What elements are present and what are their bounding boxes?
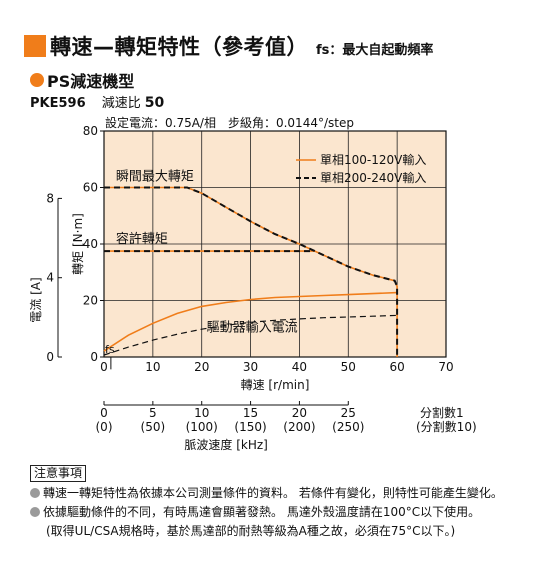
y-axis-label: 轉矩 [N·m] bbox=[71, 213, 85, 275]
series-line-dashed bbox=[103, 314, 398, 356]
x-tick-label: 40 bbox=[292, 360, 307, 374]
pulse-tick-label-div10: (200) bbox=[283, 420, 315, 434]
x-tick-label: 50 bbox=[341, 360, 356, 374]
pulse-tick-label-div10: (150) bbox=[234, 420, 266, 434]
pulse-legend-bottom: (分割數10) bbox=[416, 419, 477, 434]
pulse-tick-label: 20 bbox=[292, 406, 307, 420]
y-tick-label: 0 bbox=[90, 350, 98, 364]
note-item: (取得UL/CSA規格時，基於馬達部的耐熱等級為A種之故，必須在75°C以下。) bbox=[46, 524, 456, 538]
series-name: PS減速機型 bbox=[47, 72, 135, 91]
legend-label: 單相100-120V輸入 bbox=[320, 152, 426, 167]
pulse-tick-label: 0 bbox=[100, 406, 108, 420]
settings-text: 設定電流：0.75A/相 步級角：0.0144°/step bbox=[105, 116, 354, 130]
pulse-legend-top: 分割數1 bbox=[420, 405, 464, 420]
x-axis-label: 轉速 [r/min] bbox=[241, 378, 310, 392]
annotation-max-torque: 瞬間最大轉矩 bbox=[116, 170, 194, 185]
annotation-fs: fs bbox=[105, 343, 115, 356]
pulse-tick-label-div10: (0) bbox=[96, 420, 113, 434]
x-tick-label: 20 bbox=[194, 360, 209, 374]
bullet-icon bbox=[30, 488, 40, 498]
note-item: 轉速一轉矩特性為依據本公司測量條件的資料。 若條件有變化，則特性可能產生變化。 bbox=[30, 484, 503, 503]
page-subtitle: fs：最大自起動頻率 bbox=[316, 43, 434, 58]
pulse-tick-label-div10: (250) bbox=[332, 420, 364, 434]
pulse-tick-label-div10: (100) bbox=[186, 420, 218, 434]
series-heading: PS減速機型 bbox=[30, 68, 134, 92]
x-tick-label: 70 bbox=[438, 360, 453, 374]
x-tick-label: 60 bbox=[390, 360, 405, 374]
x-tick-label: 0 bbox=[100, 360, 108, 374]
y2-tick-label: 0 bbox=[46, 350, 54, 364]
y-tick-label: 80 bbox=[83, 124, 98, 138]
y2-tick-label: 8 bbox=[46, 191, 54, 205]
note-item: 依據驅動條件的不同，有時馬達會顯著發熱。 馬達外殼溫度請在100°C以下使用。 bbox=[30, 503, 503, 522]
annotation-driver-current: 驅動器輸入電流 bbox=[207, 321, 298, 336]
y2-axis-label: 電流 [A] bbox=[29, 277, 43, 322]
pulse-tick-label: 5 bbox=[149, 406, 157, 420]
notes: 注意事項 轉速一轉矩特性為依據本公司測量條件的資料。 若條件有變化，則特性可能產… bbox=[30, 464, 503, 541]
series-line-dashed bbox=[104, 186, 399, 357]
pulse-tick-label-div10: (50) bbox=[141, 420, 166, 434]
y-tick-label: 60 bbox=[83, 181, 98, 195]
bullet-dot-icon bbox=[30, 73, 44, 87]
y-tick-label: 20 bbox=[83, 294, 98, 308]
bullet-icon bbox=[30, 507, 40, 517]
y-tick-label: 40 bbox=[83, 237, 98, 251]
series-line-orange bbox=[103, 291, 398, 352]
ratio-label: 減速比 bbox=[101, 96, 141, 111]
ratio-value: 50 bbox=[144, 95, 165, 111]
notes-title: 注意事項 bbox=[30, 465, 87, 482]
x-tick-label: 10 bbox=[145, 360, 160, 374]
header: 轉速—轉矩特性（參考值） fs：最大自起動頻率 bbox=[24, 34, 434, 59]
model-line: PKE596 減速比 50 bbox=[30, 92, 164, 111]
pulse-tick-label: 10 bbox=[194, 406, 209, 420]
annotation-allowable-torque: 容許轉矩 bbox=[116, 231, 168, 247]
pulse-axis-label: 脈波速度 [kHz] bbox=[184, 437, 267, 452]
page-title: 轉速—轉矩特性（參考值） bbox=[50, 35, 308, 59]
pulse-tick-label: 25 bbox=[341, 406, 356, 420]
model-name: PKE596 bbox=[30, 96, 86, 111]
x-tick-label: 30 bbox=[243, 360, 258, 374]
y2-tick-label: 4 bbox=[46, 271, 54, 285]
legend-label: 單相200-240V輸入 bbox=[320, 170, 426, 185]
section-marker-icon bbox=[24, 35, 46, 57]
pulse-tick-label: 15 bbox=[243, 406, 258, 420]
